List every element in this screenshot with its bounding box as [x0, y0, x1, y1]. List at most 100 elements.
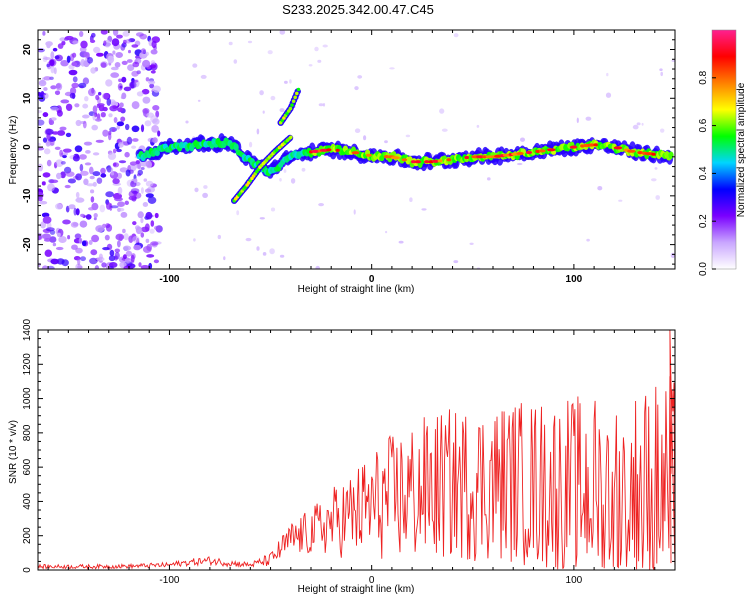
noise-blob: [74, 103, 80, 108]
noise-blob: [94, 265, 100, 269]
noise-blob: [124, 151, 130, 158]
noise-blob: [38, 119, 45, 126]
ridge-peak: [613, 146, 623, 150]
noise-blob: [71, 82, 79, 89]
noise-blob: [487, 177, 491, 181]
noise-blob: [101, 262, 107, 268]
ridge-peak: [481, 155, 488, 159]
noise-blob: [279, 178, 282, 182]
noise-blob: [66, 55, 71, 63]
noise-blob: [105, 191, 114, 198]
noise-blob: [136, 173, 142, 177]
noise-blob: [78, 82, 87, 89]
noise-blob: [146, 112, 155, 118]
noise-blob: [354, 86, 359, 91]
noise-blob: [50, 106, 59, 112]
noise-blob: [317, 59, 322, 63]
noise-blob: [132, 138, 139, 142]
ridge-peak: [538, 149, 546, 153]
noise-blob: [139, 33, 148, 40]
noise-blob: [108, 255, 116, 262]
noise-blob: [354, 128, 361, 133]
noise-blob: [90, 67, 97, 74]
noise-blob: [105, 224, 113, 232]
noise-blob: [114, 255, 118, 261]
noise-blob: [151, 40, 157, 49]
noise-blob: [114, 62, 121, 68]
noise-blob: [59, 126, 67, 131]
noise-blob: [82, 77, 90, 85]
noise-blob: [131, 145, 137, 149]
noise-blob: [75, 247, 83, 254]
noise-blob: [127, 64, 135, 71]
noise-blob: [100, 112, 106, 118]
ridge-peak: [593, 143, 598, 147]
noise-blob: [441, 128, 448, 132]
noise-blob: [145, 238, 150, 243]
noise-blob: [92, 152, 100, 156]
noise-blob: [70, 53, 75, 62]
noise-blob: [67, 235, 71, 240]
noise-blob: [125, 250, 133, 257]
noise-blob: [110, 72, 120, 78]
noise-blob: [322, 44, 328, 48]
noise-blob: [141, 88, 150, 95]
noise-blob: [385, 230, 388, 234]
noise-blob: [56, 258, 65, 265]
noise-blob: [129, 161, 138, 166]
noise-blob: [149, 228, 155, 234]
branch-blob: [296, 87, 301, 92]
ridge-peak: [525, 150, 533, 155]
noise-blob: [77, 258, 81, 266]
noise-blob: [50, 258, 59, 265]
noise-blob: [203, 185, 208, 189]
noise-blob: [140, 232, 145, 238]
branch-blob: [288, 106, 293, 111]
noise-blob: [469, 242, 474, 245]
noise-blob: [421, 208, 427, 211]
noise-blob: [308, 64, 313, 67]
noise-blob: [671, 59, 675, 62]
noise-blob: [57, 232, 61, 237]
spectrogram-branch: [231, 134, 294, 204]
noise-blob: [60, 171, 66, 179]
noise-blob: [72, 40, 79, 45]
noise-blob: [119, 102, 124, 108]
ridge-peak: [411, 160, 416, 164]
noise-blob: [586, 238, 590, 242]
noise-blob: [142, 202, 149, 207]
noise-blob: [128, 235, 134, 243]
noise-blob: [124, 257, 132, 263]
noise-blob: [110, 66, 119, 71]
noise-blob: [259, 217, 265, 220]
noise-blob: [70, 221, 79, 228]
colorbar-frame: [711, 29, 737, 270]
noise-blob: [58, 236, 67, 243]
noise-blob: [48, 58, 57, 67]
noise-blob: [149, 83, 155, 89]
noise-blob: [78, 237, 83, 244]
noise-blob: [202, 192, 209, 198]
noise-blob: [145, 77, 150, 82]
noise-blob: [256, 246, 260, 251]
noise-blob: [131, 101, 140, 110]
noise-blob: [62, 148, 72, 153]
noise-blob: [80, 40, 88, 49]
noise-blob: [79, 154, 87, 160]
noise-blob: [152, 137, 158, 144]
ridge-peak: [476, 155, 484, 159]
noise-blob: [82, 120, 87, 129]
noise-blob: [126, 136, 133, 145]
noise-blob: [143, 178, 148, 182]
colorbar-tick-label: 0.2: [698, 214, 709, 228]
noise-blob: [145, 180, 154, 187]
noise-blob: [100, 30, 108, 35]
spectrogram-ylabel: Frequency (Hz): [8, 116, 19, 185]
noise-blob: [284, 80, 288, 84]
noise-blob: [140, 167, 145, 170]
noise-blob: [116, 34, 123, 39]
noise-blob: [126, 59, 133, 63]
noise-blob: [131, 79, 139, 83]
